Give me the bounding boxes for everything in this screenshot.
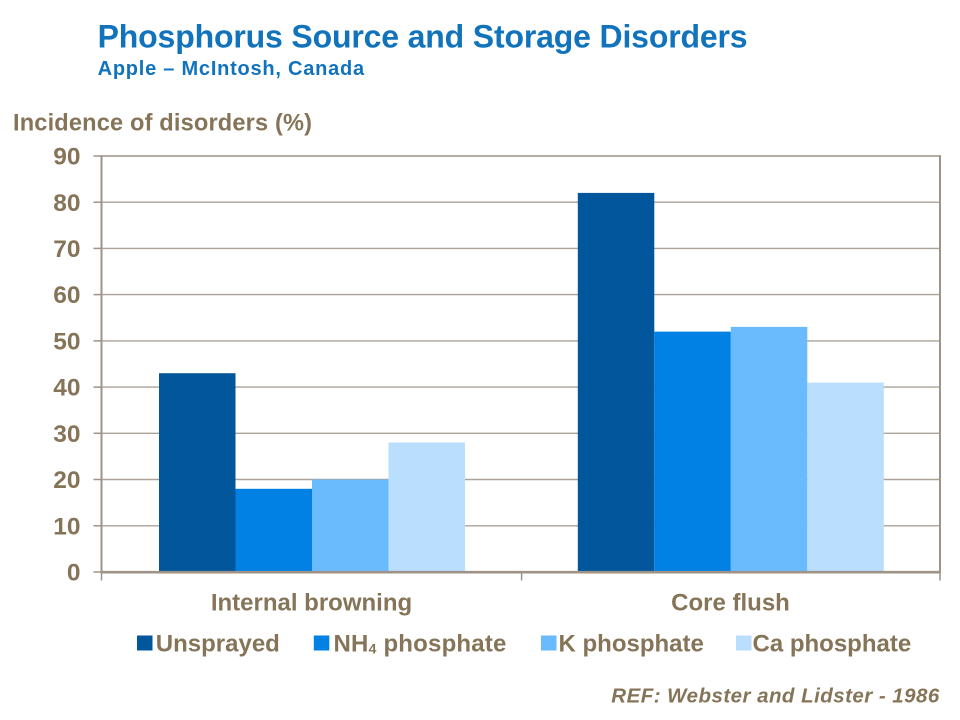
svg-text:20: 20 bbox=[53, 467, 80, 494]
svg-text:10: 10 bbox=[53, 513, 80, 540]
svg-text:Core flush: Core flush bbox=[671, 589, 790, 616]
svg-text:REF: Webster and Lidster - 198: REF: Webster and Lidster - 1986 bbox=[611, 684, 940, 707]
svg-text:40: 40 bbox=[53, 375, 80, 402]
svg-text:Internal browning: Internal browning bbox=[211, 589, 412, 616]
svg-text:0: 0 bbox=[67, 560, 81, 587]
svg-text:70: 70 bbox=[53, 236, 80, 263]
svg-text:80: 80 bbox=[53, 190, 80, 217]
svg-text:Phosphorus Source and Storage: Phosphorus Source and Storage Disorders bbox=[98, 19, 748, 55]
svg-text:Apple – McIntosh, Canada: Apple – McIntosh, Canada bbox=[98, 58, 365, 80]
svg-text:Incidence of disorders (%): Incidence of disorders (%) bbox=[13, 111, 312, 137]
svg-text:50: 50 bbox=[53, 329, 80, 356]
svg-text:Unsprayed: Unsprayed bbox=[156, 630, 280, 657]
svg-text:30: 30 bbox=[53, 421, 80, 448]
svg-text:60: 60 bbox=[53, 282, 80, 309]
svg-text:K phosphate: K phosphate bbox=[559, 630, 704, 657]
svg-text:NH4 phosphate: NH4 phosphate bbox=[334, 630, 507, 657]
svg-text:Ca phosphate: Ca phosphate bbox=[753, 630, 912, 657]
svg-text:90: 90 bbox=[53, 144, 80, 171]
